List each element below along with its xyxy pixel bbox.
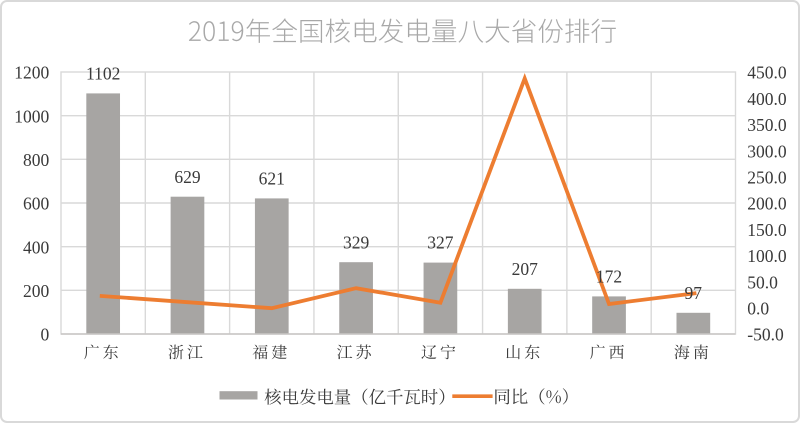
svg-text:50.0: 50.0 — [747, 272, 778, 292]
svg-text:800: 800 — [23, 150, 50, 170]
svg-text:0.0: 0.0 — [747, 299, 769, 319]
svg-text:329: 329 — [343, 232, 370, 252]
svg-text:1102: 1102 — [86, 64, 120, 84]
svg-text:1000: 1000 — [14, 106, 49, 126]
svg-text:300.0: 300.0 — [747, 141, 787, 161]
svg-text:600: 600 — [23, 194, 50, 214]
svg-text:629: 629 — [174, 167, 201, 187]
svg-text:1200: 1200 — [14, 63, 49, 83]
svg-text:450.0: 450.0 — [747, 63, 787, 83]
svg-text:200.0: 200.0 — [747, 194, 787, 214]
svg-text:100.0: 100.0 — [747, 246, 787, 266]
svg-text:150.0: 150.0 — [747, 220, 787, 240]
svg-text:327: 327 — [427, 233, 454, 253]
svg-text:400: 400 — [23, 237, 50, 257]
svg-text:200: 200 — [23, 281, 50, 301]
svg-text:-50.0: -50.0 — [747, 325, 784, 345]
svg-text:350.0: 350.0 — [747, 115, 787, 135]
svg-text:400.0: 400.0 — [747, 89, 787, 109]
svg-text:250.0: 250.0 — [747, 168, 787, 188]
svg-text:207: 207 — [512, 259, 539, 279]
svg-text:97: 97 — [685, 283, 703, 303]
svg-text:172: 172 — [596, 267, 622, 287]
svg-text:0: 0 — [40, 325, 49, 345]
svg-text:621: 621 — [259, 169, 285, 189]
